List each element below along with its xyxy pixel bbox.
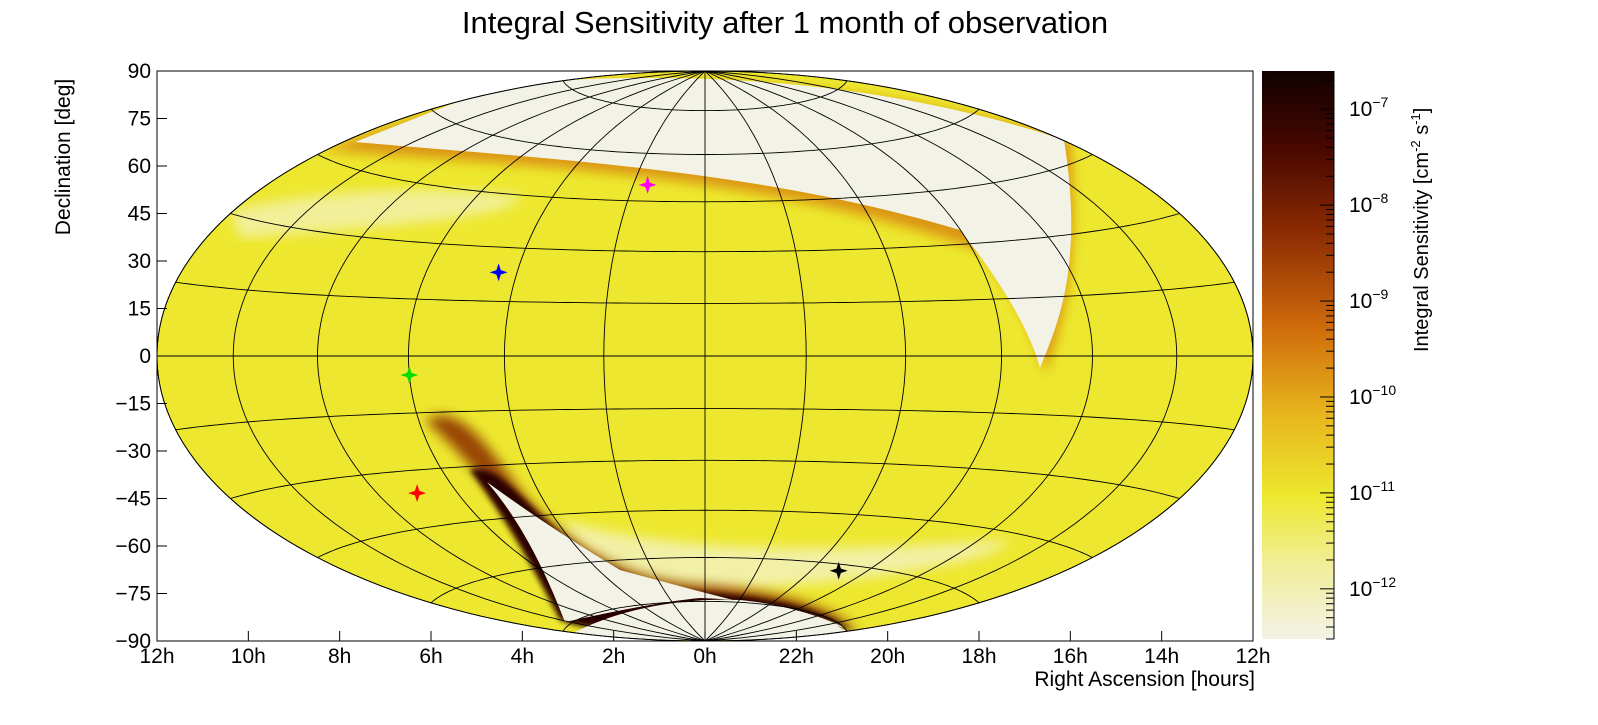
colorbar-label-exp2: -1 — [1408, 113, 1423, 125]
y-tick-label: 30 — [128, 250, 151, 273]
y-tick-label: −60 — [115, 535, 151, 558]
grid-parallel — [562, 600, 848, 632]
y-tick-label: 60 — [128, 155, 151, 178]
chart-title: Integral Sensitivity after 1 month of ob… — [462, 5, 1108, 40]
colorbar-ticks: 10−7 10−8 10−9 10−10 10−11 10−12 — [1320, 79, 1396, 640]
x-tick-label: 12h — [1235, 645, 1270, 668]
grid-parallel — [430, 557, 980, 604]
grid-parallel — [317, 509, 1093, 558]
light-band-north — [230, 190, 520, 238]
north-unobservable-region — [355, 77, 1072, 368]
source-marker — [489, 263, 508, 282]
y-tick-label: −90 — [115, 630, 151, 653]
colorbar-label-end: ] — [1411, 108, 1433, 114]
colorbar-label-exp1: -2 — [1408, 140, 1423, 152]
y-tick-label: −15 — [115, 393, 151, 416]
y-tick-label: −45 — [115, 488, 151, 511]
y-tick-label: −75 — [115, 583, 151, 606]
colorbar-label-mid: s — [1411, 125, 1433, 141]
x-tick-label: 16h — [1053, 645, 1088, 668]
y-tick-label: 90 — [128, 60, 151, 83]
colorbar-tick-label: 10−11 — [1349, 478, 1395, 505]
x-tick-label: 8h — [328, 645, 351, 668]
colorbar-tick-label: 10−8 — [1349, 190, 1389, 217]
grid-parallel — [230, 213, 1180, 253]
x-tick-label: 4h — [511, 645, 534, 668]
y-axis-label: Declination [deg] — [52, 79, 75, 235]
x-tick-label: 10h — [231, 645, 266, 668]
y-axis: 90 75 60 45 30 15 0 −15 −30 −45 −60 −75 −90 — [115, 60, 167, 653]
colorbar-tick-label: 10−7 — [1349, 94, 1389, 121]
x-tick-label: 0h — [693, 645, 716, 668]
y-tick-label: 15 — [128, 298, 151, 321]
grid-parallel — [317, 154, 1093, 203]
source-marker — [408, 484, 427, 503]
graticule — [156, 70, 1254, 642]
source-marker — [638, 175, 657, 194]
colorbar: 10−7 10−8 10−9 10−10 10−11 10−12 Integral Sen… — [1262, 71, 1433, 640]
grid-parallel — [175, 281, 1235, 304]
colorbar-tick-label: 10−9 — [1349, 286, 1389, 313]
colorbar-tick-label: 10−10 — [1349, 382, 1396, 409]
source-markers — [400, 175, 848, 580]
y-tick-label: 75 — [128, 108, 151, 131]
x-tick-label: 6h — [419, 645, 442, 668]
grid-parallel — [562, 80, 848, 112]
x-tick-label: 2h — [602, 645, 625, 668]
x-tick-label: 20h — [870, 645, 905, 668]
colorbar-tick-label: 10−12 — [1349, 574, 1396, 601]
colorbar-gradient — [1262, 71, 1334, 639]
colorbar-label-main: Integral Sensitivity [cm — [1411, 152, 1433, 352]
y-tick-label: 45 — [128, 203, 151, 226]
grid-parallel — [230, 459, 1180, 499]
x-tick-label: 12h — [139, 645, 174, 668]
south-cap-region — [560, 599, 860, 640]
grid-parallel — [430, 108, 980, 155]
colorbar-label: Integral Sensitivity [cm-2 s-1] — [1408, 108, 1433, 352]
x-tick-label: 22h — [779, 645, 814, 668]
x-tick-label: 18h — [961, 645, 996, 668]
x-axis-label: Right Ascension [hours] — [1034, 668, 1255, 691]
grid-parallel — [175, 408, 1235, 431]
source-marker — [400, 366, 419, 385]
source-marker — [829, 561, 848, 580]
x-axis: 12h 10h 8h 6h 4h 2h 0h 22h 20h 18h 16h 14h 12h — [139, 631, 1271, 668]
x-tick-label: 14h — [1144, 645, 1179, 668]
y-tick-label: 0 — [139, 345, 151, 368]
y-tick-label: −30 — [115, 440, 151, 463]
